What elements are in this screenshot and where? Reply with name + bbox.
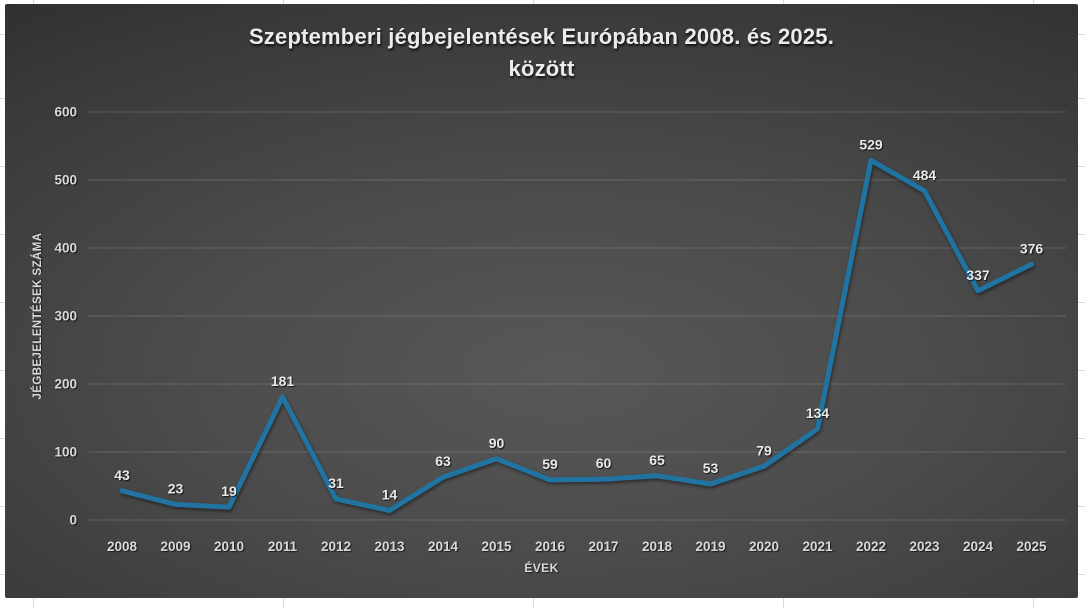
x-tick-label: 2019 [695, 539, 725, 554]
x-tick-label: 2011 [268, 539, 298, 554]
data-label: 529 [859, 136, 883, 152]
y-tick-label: 600 [54, 105, 77, 120]
x-tick-label: 2016 [535, 539, 566, 554]
data-label: 376 [1020, 240, 1044, 256]
x-tick-labels: 2008 2009 2010 2011 2012 2013 2014 2015 2016 2017… [107, 539, 1047, 554]
y-tick-label: 300 [54, 309, 77, 324]
data-label: 31 [328, 475, 344, 491]
x-tick-label: 2009 [160, 539, 190, 554]
x-tick-label: 2013 [374, 539, 405, 554]
data-label: 63 [435, 453, 451, 469]
chart-title-line-1: Szeptemberi jégbejelentések Európában 20… [248, 24, 835, 49]
data-label: 90 [489, 435, 505, 451]
y-tick-label: 400 [54, 241, 77, 256]
x-tick-label: 2020 [749, 539, 779, 554]
chart-title: Szeptemberi jégbejelentések Európában 20… [92, 21, 992, 85]
data-series-line[interactable] [119, 157, 1034, 513]
x-tick-label: 2010 [214, 539, 244, 554]
x-tick-label: 2025 [1016, 539, 1047, 554]
data-label: 134 [806, 405, 830, 421]
chart-object[interactable]: Szeptemberi jégbejelentések Európában 20… [5, 4, 1078, 598]
x-tick-label: 2012 [321, 539, 351, 554]
data-label: 53 [703, 460, 719, 476]
data-label: 23 [168, 480, 184, 496]
y-tick-label: 0 [69, 513, 77, 528]
y-tick-label: 100 [54, 445, 77, 460]
x-tick-label: 2018 [642, 539, 673, 554]
y-tick-label: 200 [54, 377, 77, 392]
gridlines-group [88, 111, 1066, 521]
x-tick-label: 2015 [481, 539, 512, 554]
data-label: 79 [756, 442, 772, 458]
data-label: 337 [966, 267, 990, 283]
y-tick-labels: 0 100 200 300 400 500 600 [54, 105, 77, 528]
data-label: 59 [542, 456, 558, 472]
data-labels-group: 43 23 19 181 31 14 63 90 59 60 65 53 79 134 529 484 337 3… [114, 136, 1043, 502]
y-tick-label: 500 [54, 173, 77, 188]
chart-title-line-2: között [508, 56, 575, 81]
data-label: 65 [649, 452, 665, 468]
data-label: 181 [271, 373, 295, 389]
data-label: 43 [114, 467, 130, 483]
x-axis-title: ÉVEK [524, 561, 559, 575]
x-tick-label: 2017 [588, 539, 618, 554]
x-tick-label: 2024 [963, 539, 994, 554]
data-label: 14 [382, 486, 398, 502]
x-tick-label: 2022 [856, 539, 886, 554]
x-tick-label: 2014 [428, 539, 459, 554]
data-label: 60 [596, 455, 612, 471]
data-label: 484 [913, 167, 937, 183]
x-tick-label: 2023 [909, 539, 940, 554]
x-tick-label: 2008 [107, 539, 138, 554]
x-tick-label: 2021 [802, 539, 833, 554]
data-label: 19 [221, 483, 237, 499]
